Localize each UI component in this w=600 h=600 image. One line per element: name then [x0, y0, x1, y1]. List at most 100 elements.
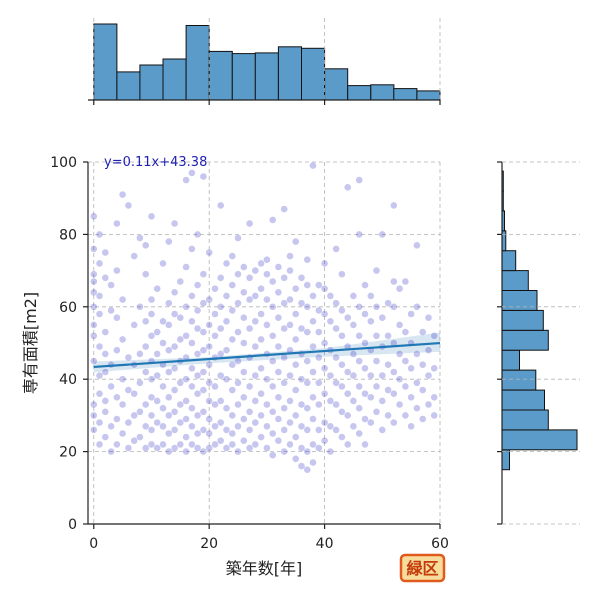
scatter-point [199, 346, 208, 355]
scatter-point [107, 447, 115, 456]
scatter-point [205, 342, 214, 351]
scatter-point [118, 295, 127, 304]
scatter-point [274, 436, 283, 445]
scatter-point [118, 400, 127, 409]
scatter-point [257, 259, 265, 268]
scatter-point [378, 425, 387, 434]
scatter-point [101, 349, 110, 358]
scatter-point [101, 368, 110, 376]
x-hist-bar [393, 88, 418, 101]
scatter-point [95, 259, 104, 268]
scatter-point [95, 440, 104, 449]
scatter-point [176, 400, 185, 409]
scatter-point [95, 310, 104, 318]
scatter-point [418, 415, 427, 423]
scatter-point [349, 349, 358, 358]
scatter-point [141, 270, 150, 279]
scatter-point [141, 422, 150, 431]
scatter-point [262, 400, 271, 409]
scatter-point [355, 331, 364, 340]
scatter-point [89, 400, 98, 409]
x-hist-bar [162, 58, 187, 101]
scatter-point [384, 386, 392, 394]
scatter-point [205, 378, 214, 387]
scatter-point [141, 444, 150, 452]
scatter-point [326, 371, 335, 380]
scatter-point [361, 440, 369, 449]
scatter-point [164, 368, 173, 376]
scatter-point [430, 331, 439, 340]
scatter-point [378, 230, 387, 239]
scatter-point [118, 375, 127, 384]
scatter-point [211, 284, 219, 293]
scatter-point [239, 436, 248, 445]
scatter-point [101, 433, 110, 441]
scatter-point [234, 299, 242, 308]
scatter-point [211, 310, 219, 318]
scatter-point [320, 436, 329, 445]
scatter-point [395, 375, 404, 384]
scatter-point [193, 429, 202, 438]
scatter-point [159, 422, 167, 431]
scatter-point [89, 320, 98, 329]
scatter-point [205, 429, 214, 438]
x-hist-bar [254, 52, 279, 101]
scatter-axes: 0 20 40 60 0 20 40 60 80 100 [50, 155, 449, 552]
regression-equation-label: y=0.11x+43.38 [104, 155, 207, 170]
scatter-point [193, 306, 202, 315]
scatter-point [205, 295, 214, 304]
scatter-point [141, 400, 150, 409]
scatter-point [182, 331, 190, 340]
scatter-point [407, 393, 415, 402]
scatter-point [389, 389, 398, 398]
scatter-point [343, 411, 352, 420]
scatter-point [343, 183, 352, 192]
scatter-point [314, 306, 323, 315]
scatter-point [309, 317, 317, 326]
scatter-point [251, 266, 260, 275]
scatter-point [337, 360, 346, 369]
scatter-point [257, 364, 265, 373]
scatter-point [332, 353, 340, 362]
scatter-point [101, 248, 110, 257]
scatter-point [130, 252, 139, 260]
scatter-point [349, 396, 358, 405]
scatter-point [251, 440, 260, 449]
scatter-point [187, 422, 196, 431]
scatter-point [314, 444, 323, 452]
scatter-point [314, 353, 323, 362]
scatter-point [141, 368, 150, 376]
scatter-point [401, 357, 410, 365]
scatter-point [107, 281, 115, 289]
scatter-point [274, 313, 283, 322]
scatter-point [412, 241, 421, 250]
scatter-point [412, 378, 421, 387]
scatter-point [303, 404, 312, 413]
scatter-point [216, 273, 225, 282]
scatter-point [268, 302, 277, 311]
scatter-point [320, 389, 329, 398]
scatter-point [147, 393, 156, 402]
scatter-point [89, 425, 98, 434]
scatter-point [297, 400, 306, 409]
scatter-point [234, 447, 242, 456]
scatter-point [101, 396, 110, 405]
scatter-point [355, 429, 364, 438]
scatter-point [170, 425, 179, 434]
scatter-point [372, 331, 381, 340]
x-marginal-histogram [88, 23, 441, 105]
scatter-point [164, 447, 173, 456]
scatter-point [147, 425, 156, 434]
regression-line [93, 341, 441, 369]
scatter-point [164, 429, 173, 438]
scatter-point [245, 382, 254, 391]
scatter-points [89, 161, 439, 474]
scatter-point [303, 425, 312, 434]
scatter-point [187, 404, 196, 413]
scatter-point [199, 270, 208, 279]
x-hist-bar [347, 85, 372, 101]
scatter-point [286, 396, 294, 405]
scatter-point [135, 433, 144, 441]
scatter-point [153, 396, 162, 405]
scatter-point [395, 320, 404, 329]
